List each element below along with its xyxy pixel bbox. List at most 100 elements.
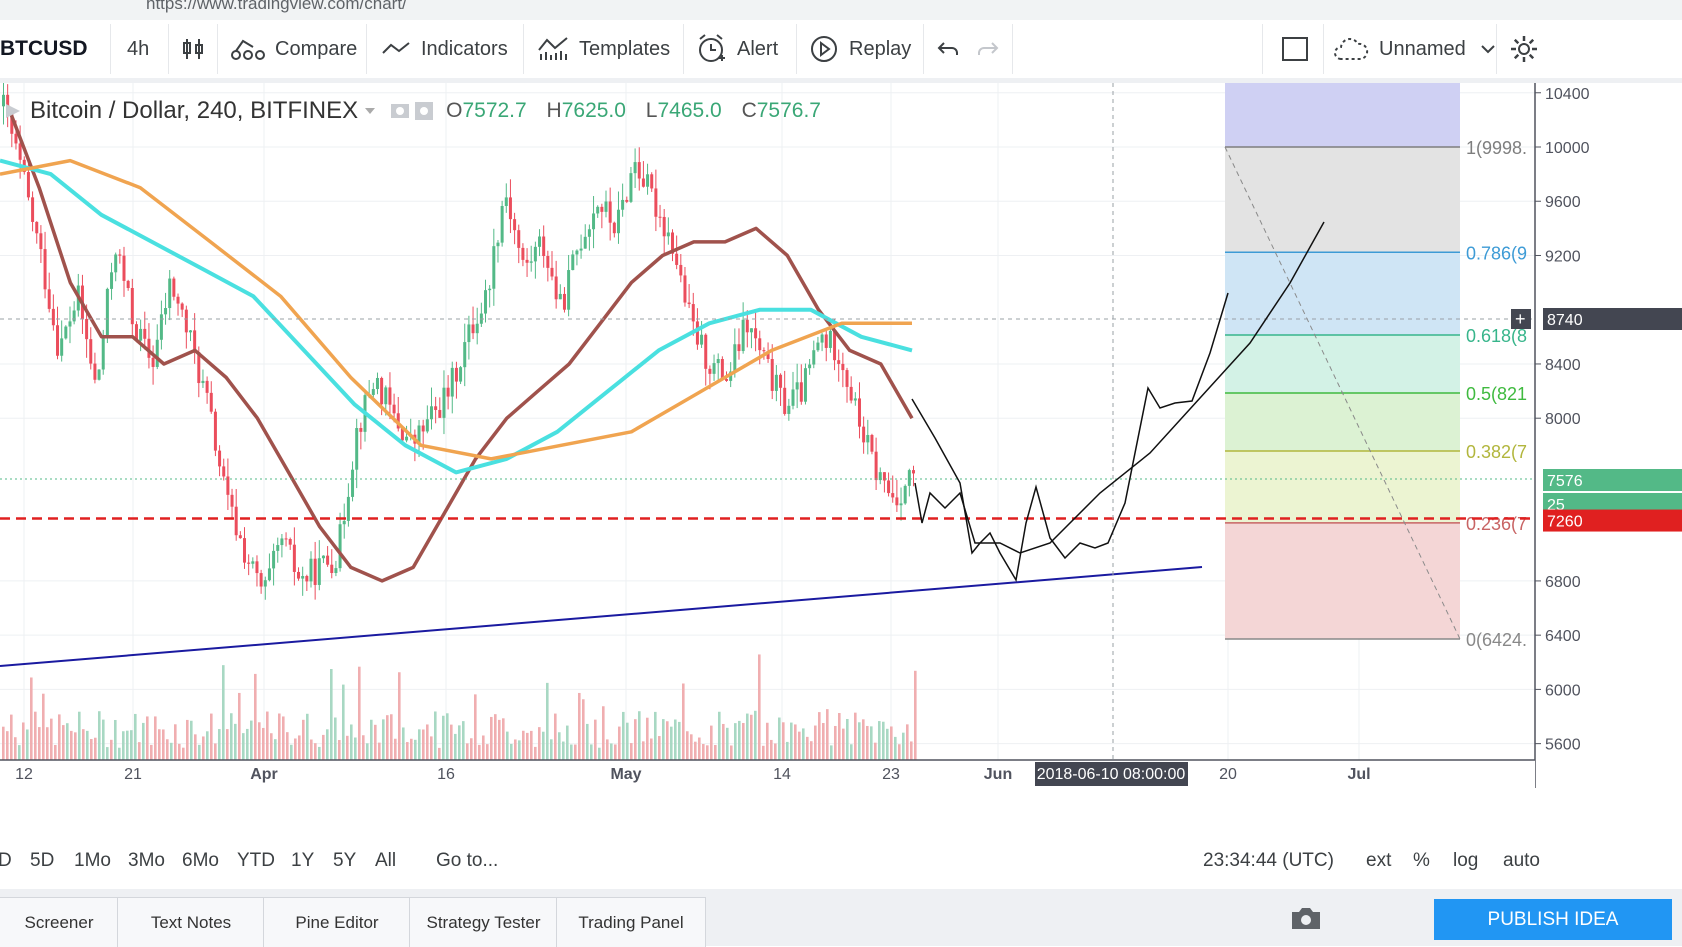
redo-button[interactable] [976,20,1010,78]
gear-icon[interactable] [414,101,434,121]
interval-button[interactable]: 4h [127,37,150,60]
camera-icon[interactable] [1290,905,1322,931]
candle-body [467,324,471,343]
chart-style-button[interactable] [181,20,215,78]
candle-body [641,178,645,187]
candle-body [326,555,330,565]
volume-bar [78,711,81,760]
layout-menu[interactable]: Unnamed [1333,20,1506,78]
volume-bar [250,720,253,760]
range-all[interactable]: All [375,850,397,871]
candle-body [612,222,616,234]
volume-bar [658,736,661,760]
candle-body [355,428,359,470]
candle-body [562,293,566,310]
replay-button[interactable]: Replay [809,20,911,78]
percent-toggle[interactable]: % [1413,850,1430,871]
volume-bar [766,722,769,760]
range-6mo[interactable]: 6Mo [182,850,219,871]
candle-body [122,255,126,281]
url-text[interactable]: https://www.tradingview.com/chart/ [146,0,407,13]
settings-button[interactable] [1509,20,1549,78]
symbol-search[interactable]: BTCUSD [0,37,88,60]
candle-body [301,576,305,579]
candle-body [130,288,134,325]
candle-body [114,254,118,273]
range-1d[interactable]: D [0,850,12,871]
ext-toggle[interactable]: ext [1366,850,1392,871]
publish-idea-button[interactable]: PUBLISH IDEA [1434,899,1672,940]
price-badge [1543,308,1682,330]
templates-button[interactable]: Templates [537,20,670,78]
log-toggle[interactable]: log [1453,850,1479,871]
candle-body [280,538,284,546]
tab-strategy-tester[interactable]: Strategy Tester [409,897,558,947]
volume-bar [566,725,569,760]
volume-bar [178,743,181,760]
close-value: 7576.7 [756,99,821,122]
price-axis-background [1535,83,1682,788]
candle-body [305,576,309,582]
volume-bar [838,713,841,760]
volume-bar [74,732,77,760]
volume-bar [34,711,37,760]
candle-body [425,419,429,432]
volume-bar [174,724,177,760]
indicators-button[interactable]: Indicators [381,20,508,78]
alert-button[interactable]: Alert [697,20,778,78]
tab-screener[interactable]: Screener [0,897,119,947]
chevron-down-icon[interactable] [364,107,376,115]
volume-bar [670,726,673,760]
candle-body [596,206,600,214]
volume-bar [154,716,157,760]
candle-body [297,571,301,579]
candle-body [475,323,479,334]
volume-bar [290,744,293,760]
volume-bar [282,716,285,760]
utc-clock[interactable]: 23:34:44 (UTC) [1203,850,1334,871]
candle-body [243,538,247,563]
undo-icon [937,42,958,55]
volume-bar [514,739,517,760]
range-5d[interactable]: 5D [30,850,55,871]
projection-drawing [911,292,1229,583]
volume-bar [294,738,297,760]
candle-body [371,389,375,395]
candle-body [392,404,396,414]
range-ytd[interactable]: YTD [237,850,275,871]
volume-bar [610,743,613,760]
tab-pine-editor[interactable]: Pine Editor [263,897,411,947]
candle-body [525,259,529,263]
range-5y[interactable]: 5Y [333,850,357,871]
collapse-icon[interactable] [4,102,22,120]
fullscreen-button[interactable] [1281,20,1319,78]
candle-body [471,324,475,334]
range-1y[interactable]: 1Y [291,850,315,871]
browser-address-bar[interactable]: https://www.tradingview.com/chart/ [0,0,1682,21]
undo-button[interactable] [936,20,970,78]
tab-text-notes[interactable]: Text Notes [117,897,265,947]
tab-trading-panel[interactable]: Trading Panel [556,897,706,947]
symbol-title[interactable]: Bitcoin / Dollar, 240, BITFINEX [30,97,359,124]
candle-body [238,535,242,539]
price-tick-label: 10400 [1545,86,1590,103]
volume-bar [350,724,353,760]
price-chart[interactable]: 1(9998. 0.786(9 0.618(8 0.5(821 0.382(7 0.236… [0,83,1682,827]
range-1mo[interactable]: 1Mo [74,850,111,871]
candle-body [209,392,213,412]
volume-bar [242,733,245,760]
candle-body [429,406,433,420]
auto-toggle[interactable]: auto [1503,850,1540,871]
price-badge [1543,469,1682,491]
price-badge-label: 7260 [1547,514,1583,531]
range-3mo[interactable]: 3Mo [128,850,165,871]
compare-button[interactable]: Compare [231,20,357,78]
candle-body [255,561,259,574]
volume-bar [614,744,617,760]
toolbar-divider [1012,24,1013,74]
goto-button[interactable]: Go to... [436,850,499,871]
candle-body [878,472,882,481]
volume-bar [742,722,745,760]
ohlc-values: O7572.7 H7625.0 L7465.0 C7576.7 [446,99,835,123]
eye-icon[interactable] [390,101,410,121]
